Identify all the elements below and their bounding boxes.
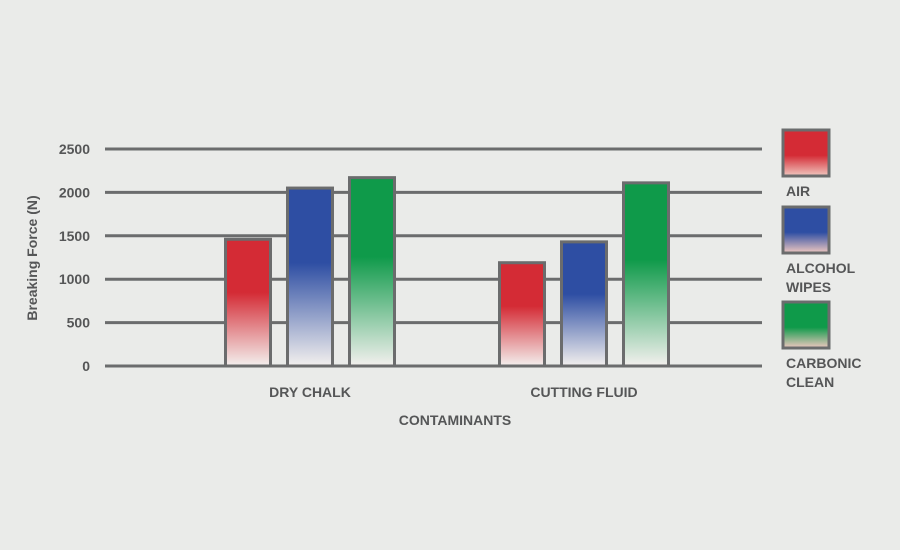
legend-label: CARBONIC CLEAN [786, 355, 861, 390]
legend-item-alcohol-wipes: ALCOHOL WIPES [781, 205, 856, 295]
y-axis-title: Breaking Force (N) [24, 195, 40, 320]
x-axis-title: CONTAMINANTS [399, 412, 512, 428]
legend-item-carbonic-clean: CARBONIC CLEAN [781, 300, 861, 390]
legend-label: AIR [786, 183, 810, 199]
x-tick-label: DRY CHALK [269, 384, 351, 400]
y-tick-label: 0 [82, 358, 90, 374]
legend-swatch [781, 205, 831, 255]
legend-item-air: AIR [781, 128, 831, 199]
bar-air-cutting-fluid [498, 261, 546, 368]
bar-carbonic-clean-cutting-fluid [622, 181, 670, 368]
bar-air-dry-chalk [224, 237, 272, 368]
y-tick-label: 500 [67, 315, 91, 331]
x-axis-ticks: DRY CHALK CUTTING FLUID [269, 384, 638, 400]
y-tick-label: 1000 [59, 271, 90, 287]
y-axis-ticks: 0 500 1000 1500 2000 2500 [59, 141, 90, 374]
bar-carbonic-clean-dry-chalk [348, 176, 396, 368]
y-tick-label: 2000 [59, 184, 90, 200]
legend-swatch [781, 128, 831, 178]
bars [224, 176, 670, 368]
x-tick-label: CUTTING FLUID [530, 384, 637, 400]
y-tick-label: 2500 [59, 141, 90, 157]
legend-label: ALCOHOL WIPES [786, 260, 856, 295]
y-tick-label: 1500 [59, 228, 90, 244]
legend: AIR ALCOHOL WIPES CARBONIC CLEAN [781, 128, 861, 390]
legend-swatch [781, 300, 831, 350]
bar-alcohol-wipes-dry-chalk [286, 186, 334, 368]
bar-alcohol-wipes-cutting-fluid [560, 240, 608, 368]
